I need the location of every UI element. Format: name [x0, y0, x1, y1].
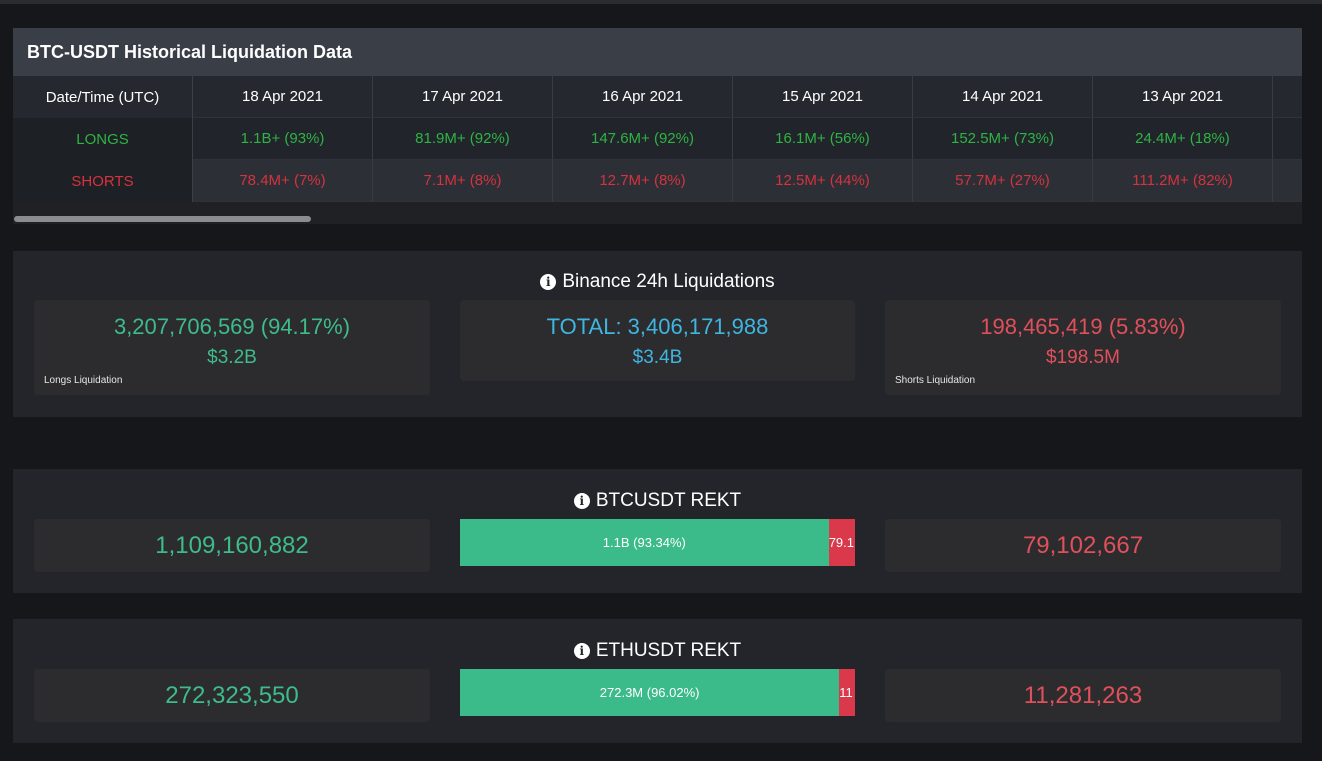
historical-liquidation-panel: BTC-USDT Historical Liquidation Data Dat… — [13, 28, 1302, 224]
longs-cell: 81.9M+ (92%) — [373, 118, 553, 160]
horizontal-scrollbar[interactable] — [13, 213, 1302, 224]
date-cell: 14 Apr 2021 — [913, 76, 1093, 118]
shorts-cell: 7.1M+ (8%) — [373, 160, 553, 202]
ethusdt-rekt-panel: i ETHUSDT REKT 272,323,550 272.3M (96.02… — [13, 619, 1302, 743]
eth-shorts-box: 11,281,263 — [885, 669, 1281, 722]
eth-longs-value: 272,323,550 — [165, 682, 299, 709]
longs-cell: 1.1B+ (93%) — [193, 118, 373, 160]
btc-longs-value: 1,109,160,882 — [155, 532, 309, 559]
total-short-value: $3.4B — [632, 347, 683, 368]
eth-shorts-value: 11,281,263 — [1023, 682, 1143, 709]
shorts-cell-overflow — [1273, 160, 1302, 202]
table-header-row: Date/Time (UTC) 18 Apr 2021 17 Apr 2021 … — [13, 76, 1302, 118]
date-cell-overflow — [1273, 76, 1302, 118]
historical-title: BTC-USDT Historical Liquidation Data — [13, 28, 1302, 76]
date-cell: 13 Apr 2021 — [1093, 76, 1273, 118]
scrollbar-thumb[interactable] — [14, 216, 311, 222]
total-value: TOTAL: 3,406,171,988 — [546, 314, 769, 339]
date-cell: 17 Apr 2021 — [373, 76, 553, 118]
longs-value: 3,207,706,569 (94.17%) — [113, 314, 351, 339]
binance-title-row: i Binance 24h Liquidations — [13, 271, 1302, 293]
btc-shorts-value: 79,102,667 — [1022, 532, 1144, 559]
eth-short-segment: 11 — [839, 669, 855, 716]
btc-rekt-title-row: i BTCUSDT REKT — [13, 490, 1302, 512]
shorts-cell: 12.7M+ (8%) — [553, 160, 733, 202]
eth-ratio-bar: 272.3M (96.02%) 11 — [460, 669, 855, 716]
date-cell: 16 Apr 2021 — [553, 76, 733, 118]
historical-table: Date/Time (UTC) 18 Apr 2021 17 Apr 2021 … — [13, 76, 1302, 203]
longs-short-value: $3.2B — [207, 347, 257, 368]
longs-caption: Longs Liquidation — [44, 375, 123, 386]
longs-cell: 147.6M+ (92%) — [553, 118, 733, 160]
btc-rekt-title: BTCUSDT REKT — [595, 490, 742, 511]
eth-rekt-title-row: i ETHUSDT REKT — [13, 640, 1302, 662]
total-liquidation-box: TOTAL: 3,406,171,988 $3.4B — [460, 300, 855, 381]
date-cell: 15 Apr 2021 — [733, 76, 913, 118]
top-border — [0, 0, 1322, 4]
shorts-cell: 12.5M+ (44%) — [733, 160, 913, 202]
shorts-cell: 57.7M+ (27%) — [913, 160, 1093, 202]
longs-liquidation-box: 3,207,706,569 (94.17%) $3.2B Longs Liqui… — [34, 300, 430, 395]
btcusdt-rekt-panel: i BTCUSDT REKT 1,109,160,882 1.1B (93.34… — [13, 469, 1302, 593]
btc-shorts-box: 79,102,667 — [885, 519, 1281, 572]
shorts-cell: 78.4M+ (7%) — [193, 160, 373, 202]
longs-label: LONGS — [13, 118, 193, 160]
shorts-liquidation-box: 198,465,419 (5.83%) $198.5M Shorts Liqui… — [885, 300, 1281, 395]
longs-cell: 24.4M+ (18%) — [1093, 118, 1273, 160]
date-cell: 18 Apr 2021 — [193, 76, 373, 118]
info-circle-icon[interactable]: i — [573, 493, 590, 509]
btc-short-segment: 79.1 — [828, 519, 855, 566]
info-circle-icon[interactable]: i — [540, 274, 557, 290]
binance-title: Binance 24h Liquidations — [562, 271, 775, 292]
info-circle-icon[interactable]: i — [573, 643, 590, 659]
longs-cell: 152.5M+ (73%) — [913, 118, 1093, 160]
shorts-caption: Shorts Liquidation — [895, 375, 976, 386]
shorts-row: SHORTS 78.4M+ (7%) 7.1M+ (8%) 12.7M+ (8%… — [13, 160, 1302, 202]
longs-row: LONGS 1.1B+ (93%) 81.9M+ (92%) 147.6M+ (… — [13, 118, 1302, 160]
binance-24h-panel: i Binance 24h Liquidations 3,207,706,569… — [13, 251, 1302, 417]
shorts-label: SHORTS — [13, 160, 193, 202]
eth-long-segment: 272.3M (96.02%) — [460, 669, 840, 716]
date-time-header: Date/Time (UTC) — [13, 76, 193, 118]
btc-ratio-bar: 1.1B (93.34%) 79.1 — [460, 519, 855, 566]
eth-longs-box: 272,323,550 — [34, 669, 430, 722]
longs-cell-overflow — [1273, 118, 1302, 160]
btc-longs-box: 1,109,160,882 — [34, 519, 430, 572]
btc-long-segment: 1.1B (93.34%) — [460, 519, 829, 566]
shorts-short-value: $198.5M — [1046, 347, 1120, 368]
shorts-cell: 111.2M+ (82%) — [1093, 160, 1273, 202]
shorts-value: 198,465,419 (5.83%) — [980, 314, 1186, 339]
longs-cell: 16.1M+ (56%) — [733, 118, 913, 160]
eth-rekt-title: ETHUSDT REKT — [595, 640, 742, 661]
